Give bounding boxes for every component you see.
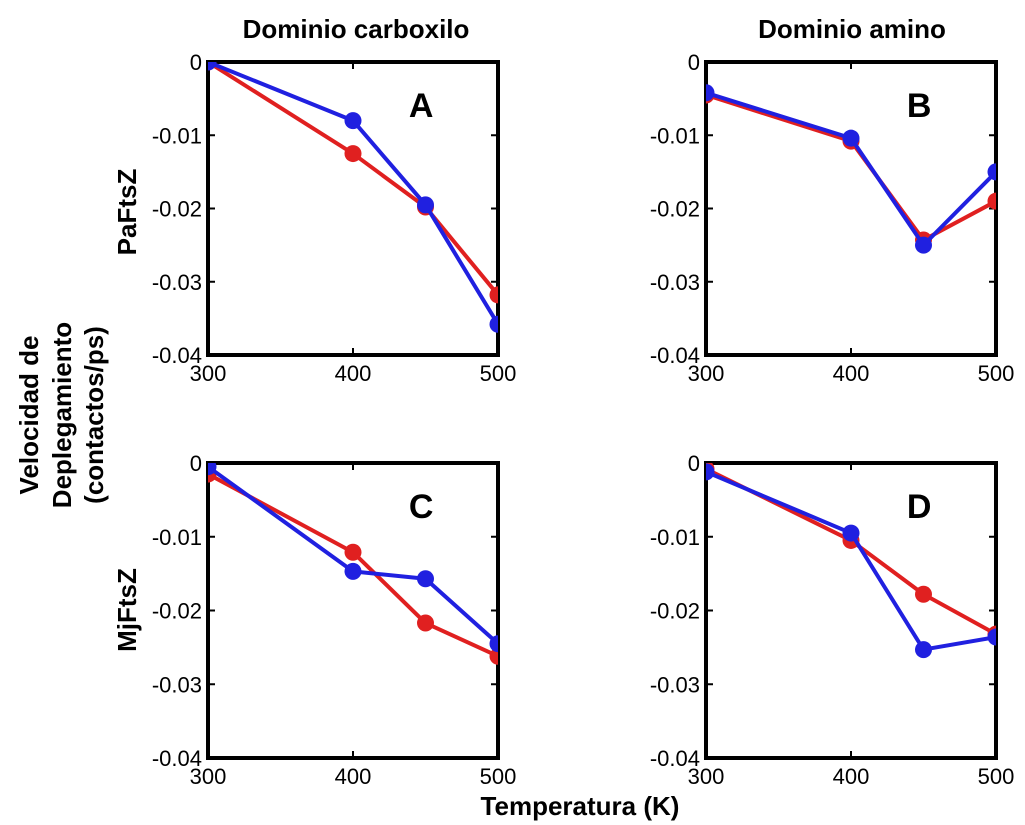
y-tick-label: -0.02 (650, 197, 700, 222)
x-tick-label: 400 (833, 764, 870, 789)
blue-series-line (706, 90, 996, 248)
y-tick-label: 0 (688, 50, 700, 75)
red-series-line (208, 472, 498, 659)
blue-data-point (417, 570, 434, 588)
y-tick-label: -0.03 (650, 270, 700, 295)
x-tick-label: 300 (688, 764, 725, 789)
panel-letter: A (409, 87, 434, 125)
red-data-point (987, 192, 996, 210)
blue-data-point (987, 163, 996, 181)
blue-data-point (344, 562, 362, 580)
x-tick-label: 500 (978, 361, 1015, 386)
blue-data-point (915, 641, 932, 659)
x-axis-label: Temperatura (K) (481, 791, 680, 821)
panel-letter: D (907, 488, 932, 526)
axes-frame (206, 60, 500, 357)
plot-area (208, 463, 498, 665)
blue-series-line (208, 62, 498, 326)
red-series-line (706, 467, 996, 636)
y-tick-label: -0.02 (152, 197, 202, 222)
blue-data-point (489, 315, 498, 333)
blue-data-point (706, 84, 715, 102)
y-tick-label: -0.04 (650, 746, 700, 771)
blue-data-point (417, 196, 434, 214)
blue-data-point (842, 524, 860, 542)
blue-series-line (706, 470, 996, 652)
y-tick-label: -0.03 (650, 672, 700, 697)
blue-data-point (208, 463, 217, 476)
x-tick-label: 400 (833, 361, 870, 386)
red-data-point (417, 614, 434, 632)
blue-series-line (208, 465, 498, 646)
blue-data-point (987, 628, 996, 646)
y-tick-label: -0.04 (650, 343, 700, 368)
y-tick-label: -0.01 (650, 123, 700, 148)
red-data-point (489, 647, 498, 665)
blue-data-point (842, 129, 860, 147)
row-title-paftsz: PaFtsZ (112, 169, 142, 256)
column-title-carboxyl: Dominio carboxilo (243, 14, 470, 44)
red-data-point (344, 145, 362, 163)
y-tick-label: -0.01 (650, 525, 700, 550)
panel-letter: B (907, 87, 932, 125)
x-tick-label: 400 (335, 361, 372, 386)
y-axis-label-line-1: Velocidad de (14, 336, 44, 495)
plot-area (706, 463, 996, 659)
x-tick-label: 500 (978, 764, 1015, 789)
blue-data-point (489, 635, 498, 653)
y-tick-label: 0 (190, 451, 202, 476)
blue-data-point (208, 62, 217, 71)
x-tick-label: 500 (480, 764, 517, 789)
y-tick-label: -0.01 (152, 123, 202, 148)
y-tick-label: -0.02 (152, 599, 202, 624)
y-tick-label: 0 (190, 50, 202, 75)
x-tick-label: 500 (480, 361, 517, 386)
plot-area (208, 62, 498, 333)
red-data-point (489, 286, 498, 304)
y-tick-label: 0 (688, 451, 700, 476)
blue-data-point (706, 463, 715, 481)
x-tick-label: 300 (688, 361, 725, 386)
red-data-point (915, 585, 932, 603)
plot-area (706, 84, 996, 254)
y-axis-label-line-2: Deplegamiento (47, 322, 77, 508)
x-tick-label: 300 (190, 764, 227, 789)
x-tick-label: 300 (190, 361, 227, 386)
panel-letter: C (409, 488, 434, 526)
y-tick-label: -0.02 (650, 599, 700, 624)
red-data-point (344, 543, 362, 561)
y-axis-label-line-3: (contactos/ps) (79, 326, 109, 504)
y-tick-label: -0.04 (152, 343, 202, 368)
y-tick-label: -0.04 (152, 746, 202, 771)
red-series-line (208, 62, 498, 297)
axes-frame (206, 461, 500, 760)
y-tick-label: -0.03 (152, 672, 202, 697)
x-tick-label: 400 (335, 764, 372, 789)
blue-data-point (915, 236, 932, 254)
y-tick-label: -0.03 (152, 270, 202, 295)
blue-data-point (344, 112, 362, 130)
row-title-mjftsz: MjFtsZ (112, 568, 142, 652)
y-tick-label: -0.01 (152, 525, 202, 550)
column-title-amino: Dominio amino (758, 14, 946, 44)
